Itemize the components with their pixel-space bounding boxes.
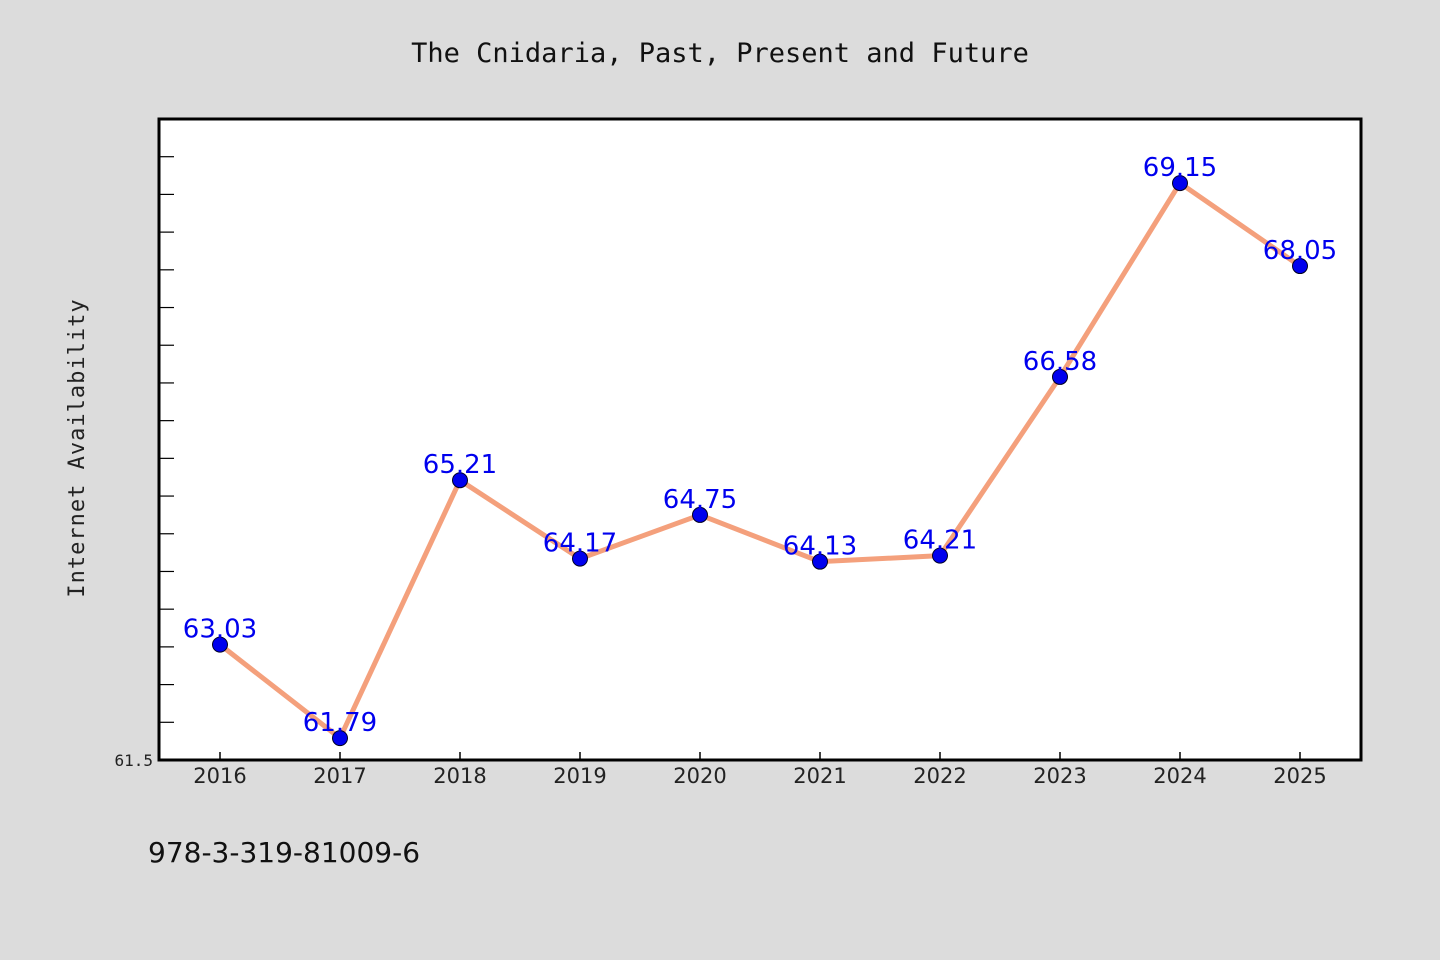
data-point: [692, 506, 708, 523]
isbn-footer: 978-3-319-81009-6: [148, 836, 420, 869]
y-axis-label: Internet Availability: [65, 298, 90, 597]
data-point: [1292, 258, 1308, 275]
chart-title: The Cnidaria, Past, Present and Future: [411, 38, 1029, 69]
data-label: 63.03: [183, 615, 257, 645]
data-point: [812, 553, 828, 570]
x-tick-label: 2024: [1153, 764, 1206, 788]
data-label: 65.21: [423, 450, 497, 480]
data-point: [1172, 175, 1188, 192]
x-axis-ticks: [219, 752, 1301, 760]
data-label: 64.21: [903, 526, 977, 556]
data-label: 64.75: [663, 485, 737, 515]
data-point: [932, 547, 948, 564]
x-tick-label: 2025: [1273, 764, 1326, 788]
data-markers: [212, 175, 1308, 747]
data-point: [452, 472, 468, 489]
data-point: [332, 730, 348, 747]
data-label: 69.15: [1143, 153, 1217, 183]
series-line: [217, 180, 1303, 741]
x-tick-labels: 2016 2017 2018 2019 2020 2021 2022 2023 2024 2025: [193, 764, 1326, 788]
x-tick-label: 2019: [553, 764, 606, 788]
data-label: 64.13: [783, 532, 857, 562]
data-label: 66.58: [1023, 347, 1097, 377]
data-label: 64.17: [543, 529, 617, 559]
data-label: 61.79: [303, 708, 377, 738]
data-labels: 63.03 61.79 65.21 64.17 64.75 64.13 64.21 66.58…: [183, 153, 1337, 738]
data-point: [212, 636, 228, 653]
x-tick-label: 2022: [913, 764, 966, 788]
x-tick-label: 2018: [433, 764, 486, 788]
plot-area: [157, 117, 1363, 762]
x-tick-label: 2023: [1033, 764, 1086, 788]
data-point: [572, 550, 588, 567]
y-axis-ticks: [159, 118, 174, 761]
data-label: 68.05: [1263, 236, 1337, 266]
y-tick-label: 61.5: [114, 751, 153, 770]
data-point: [1052, 368, 1068, 385]
x-tick-label: 2020: [673, 764, 726, 788]
x-tick-label: 2021: [793, 764, 846, 788]
x-tick-label: 2017: [313, 764, 366, 788]
x-tick-label: 2016: [193, 764, 246, 788]
